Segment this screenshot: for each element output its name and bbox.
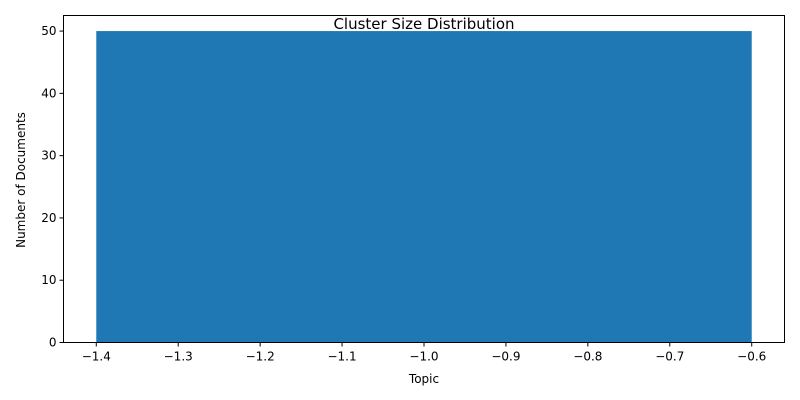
plot-frame (63, 15, 785, 343)
y-ticks-group: 0 10 20 30 40 50 (41, 24, 64, 350)
y-axis-label: Number of Documents (14, 112, 28, 248)
y-tick-label: 40 (41, 86, 56, 100)
x-tick-label: −0.6 (737, 350, 766, 364)
x-tick-label: −1.2 (246, 350, 275, 364)
x-tick-label: −1.4 (82, 350, 111, 364)
y-tick-label: 20 (41, 211, 56, 225)
x-tick-label: −0.9 (491, 350, 520, 364)
x-ticks-group: −1.4 −1.3 −1.2 −1.1 −1.0 −0.9 −0.8 −0.7 −0.6 (82, 342, 766, 364)
y-tick-label: 0 (49, 336, 57, 350)
x-axis-label: Topic (408, 372, 439, 386)
x-tick-label: −1.3 (164, 350, 193, 364)
chart-title: Cluster Size Distribution (333, 15, 514, 33)
x-tick-label: −0.8 (573, 350, 602, 364)
y-tick-label: 30 (41, 149, 56, 163)
x-tick-label: −1.0 (409, 350, 438, 364)
bars-group (96, 31, 752, 343)
y-tick-label: 10 (41, 273, 56, 287)
y-tick-label: 50 (41, 24, 56, 38)
x-tick-label: −0.7 (655, 350, 684, 364)
bar-topic-0 (96, 31, 752, 343)
x-tick-label: −1.1 (327, 350, 356, 364)
